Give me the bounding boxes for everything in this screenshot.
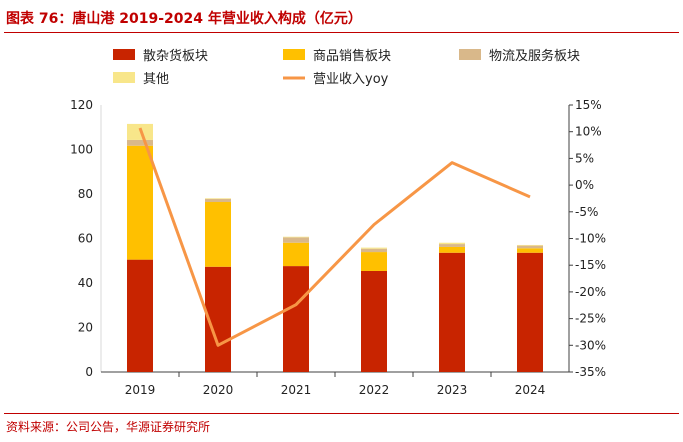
bar-2022 [361, 248, 387, 253]
x-tick-label: 2023 [437, 383, 468, 397]
bar-2021 [283, 237, 309, 243]
source-divider [4, 413, 679, 414]
left-tick-label: 100 [70, 143, 93, 157]
bar-2021 [283, 266, 309, 372]
bar-2023 [439, 244, 465, 247]
right-tick-label: -10% [575, 232, 606, 246]
legend-label: 商品销售板块 [313, 48, 391, 64]
legend-swatch [283, 49, 305, 60]
legend-swatch [113, 72, 135, 83]
legend-label: 营业收入yoy [313, 72, 389, 87]
right-tick-label: -35% [575, 365, 606, 379]
bar-2019 [127, 139, 153, 146]
left-tick-label: 40 [78, 276, 93, 290]
bar-2024 [517, 245, 543, 249]
bar-2022 [361, 252, 387, 271]
right-tick-label: 10% [575, 125, 602, 139]
left-tick-label: 20 [78, 321, 93, 335]
title-divider [4, 32, 679, 33]
bar-2021 [283, 242, 309, 267]
bar-2024 [517, 248, 543, 253]
right-tick-label: 0% [575, 178, 594, 192]
left-tick-label: 0 [85, 365, 93, 379]
right-tick-label: -25% [575, 312, 606, 326]
x-tick-label: 2024 [515, 383, 546, 397]
bar-2023 [439, 242, 465, 245]
bar-2020 [205, 198, 231, 199]
right-tick-label: 5% [575, 151, 594, 165]
left-tick-label: 60 [78, 232, 93, 246]
x-tick-label: 2020 [203, 383, 234, 397]
bar-2019 [127, 145, 153, 260]
bar-2024 [517, 244, 543, 246]
chart-title: 图表 76：唐山港 2019-2024 年营业收入构成（亿元） [6, 11, 362, 27]
x-tick-label: 2021 [281, 383, 312, 397]
left-tick-label: 120 [70, 98, 93, 112]
bar-2022 [361, 247, 387, 249]
bar-2022 [361, 270, 387, 372]
left-tick-label: 80 [78, 187, 93, 201]
x-tick-label: 2019 [125, 383, 156, 397]
legend-swatch [459, 49, 481, 60]
bar-2023 [439, 246, 465, 253]
bar-2024 [517, 252, 543, 372]
right-tick-label: -15% [575, 258, 606, 272]
right-tick-label: -5% [575, 205, 598, 219]
bar-2021 [283, 236, 309, 238]
bar-2020 [205, 202, 231, 267]
right-tick-label: 15% [575, 98, 602, 112]
legend-label: 散杂货板块 [143, 48, 208, 64]
yoy-line [138, 127, 531, 347]
bar-2020 [205, 198, 231, 203]
right-tick-label: -30% [575, 338, 606, 352]
legend-label: 物流及服务板块 [489, 48, 580, 64]
source-note: 资料来源：公司公告，华源证券研究所 [6, 420, 211, 434]
bar-2019 [127, 259, 153, 372]
right-tick-label: -20% [575, 285, 606, 299]
bar-2023 [439, 252, 465, 372]
legend-swatch [113, 49, 135, 60]
x-tick-label: 2022 [359, 383, 390, 397]
legend-label: 其他 [143, 72, 169, 87]
